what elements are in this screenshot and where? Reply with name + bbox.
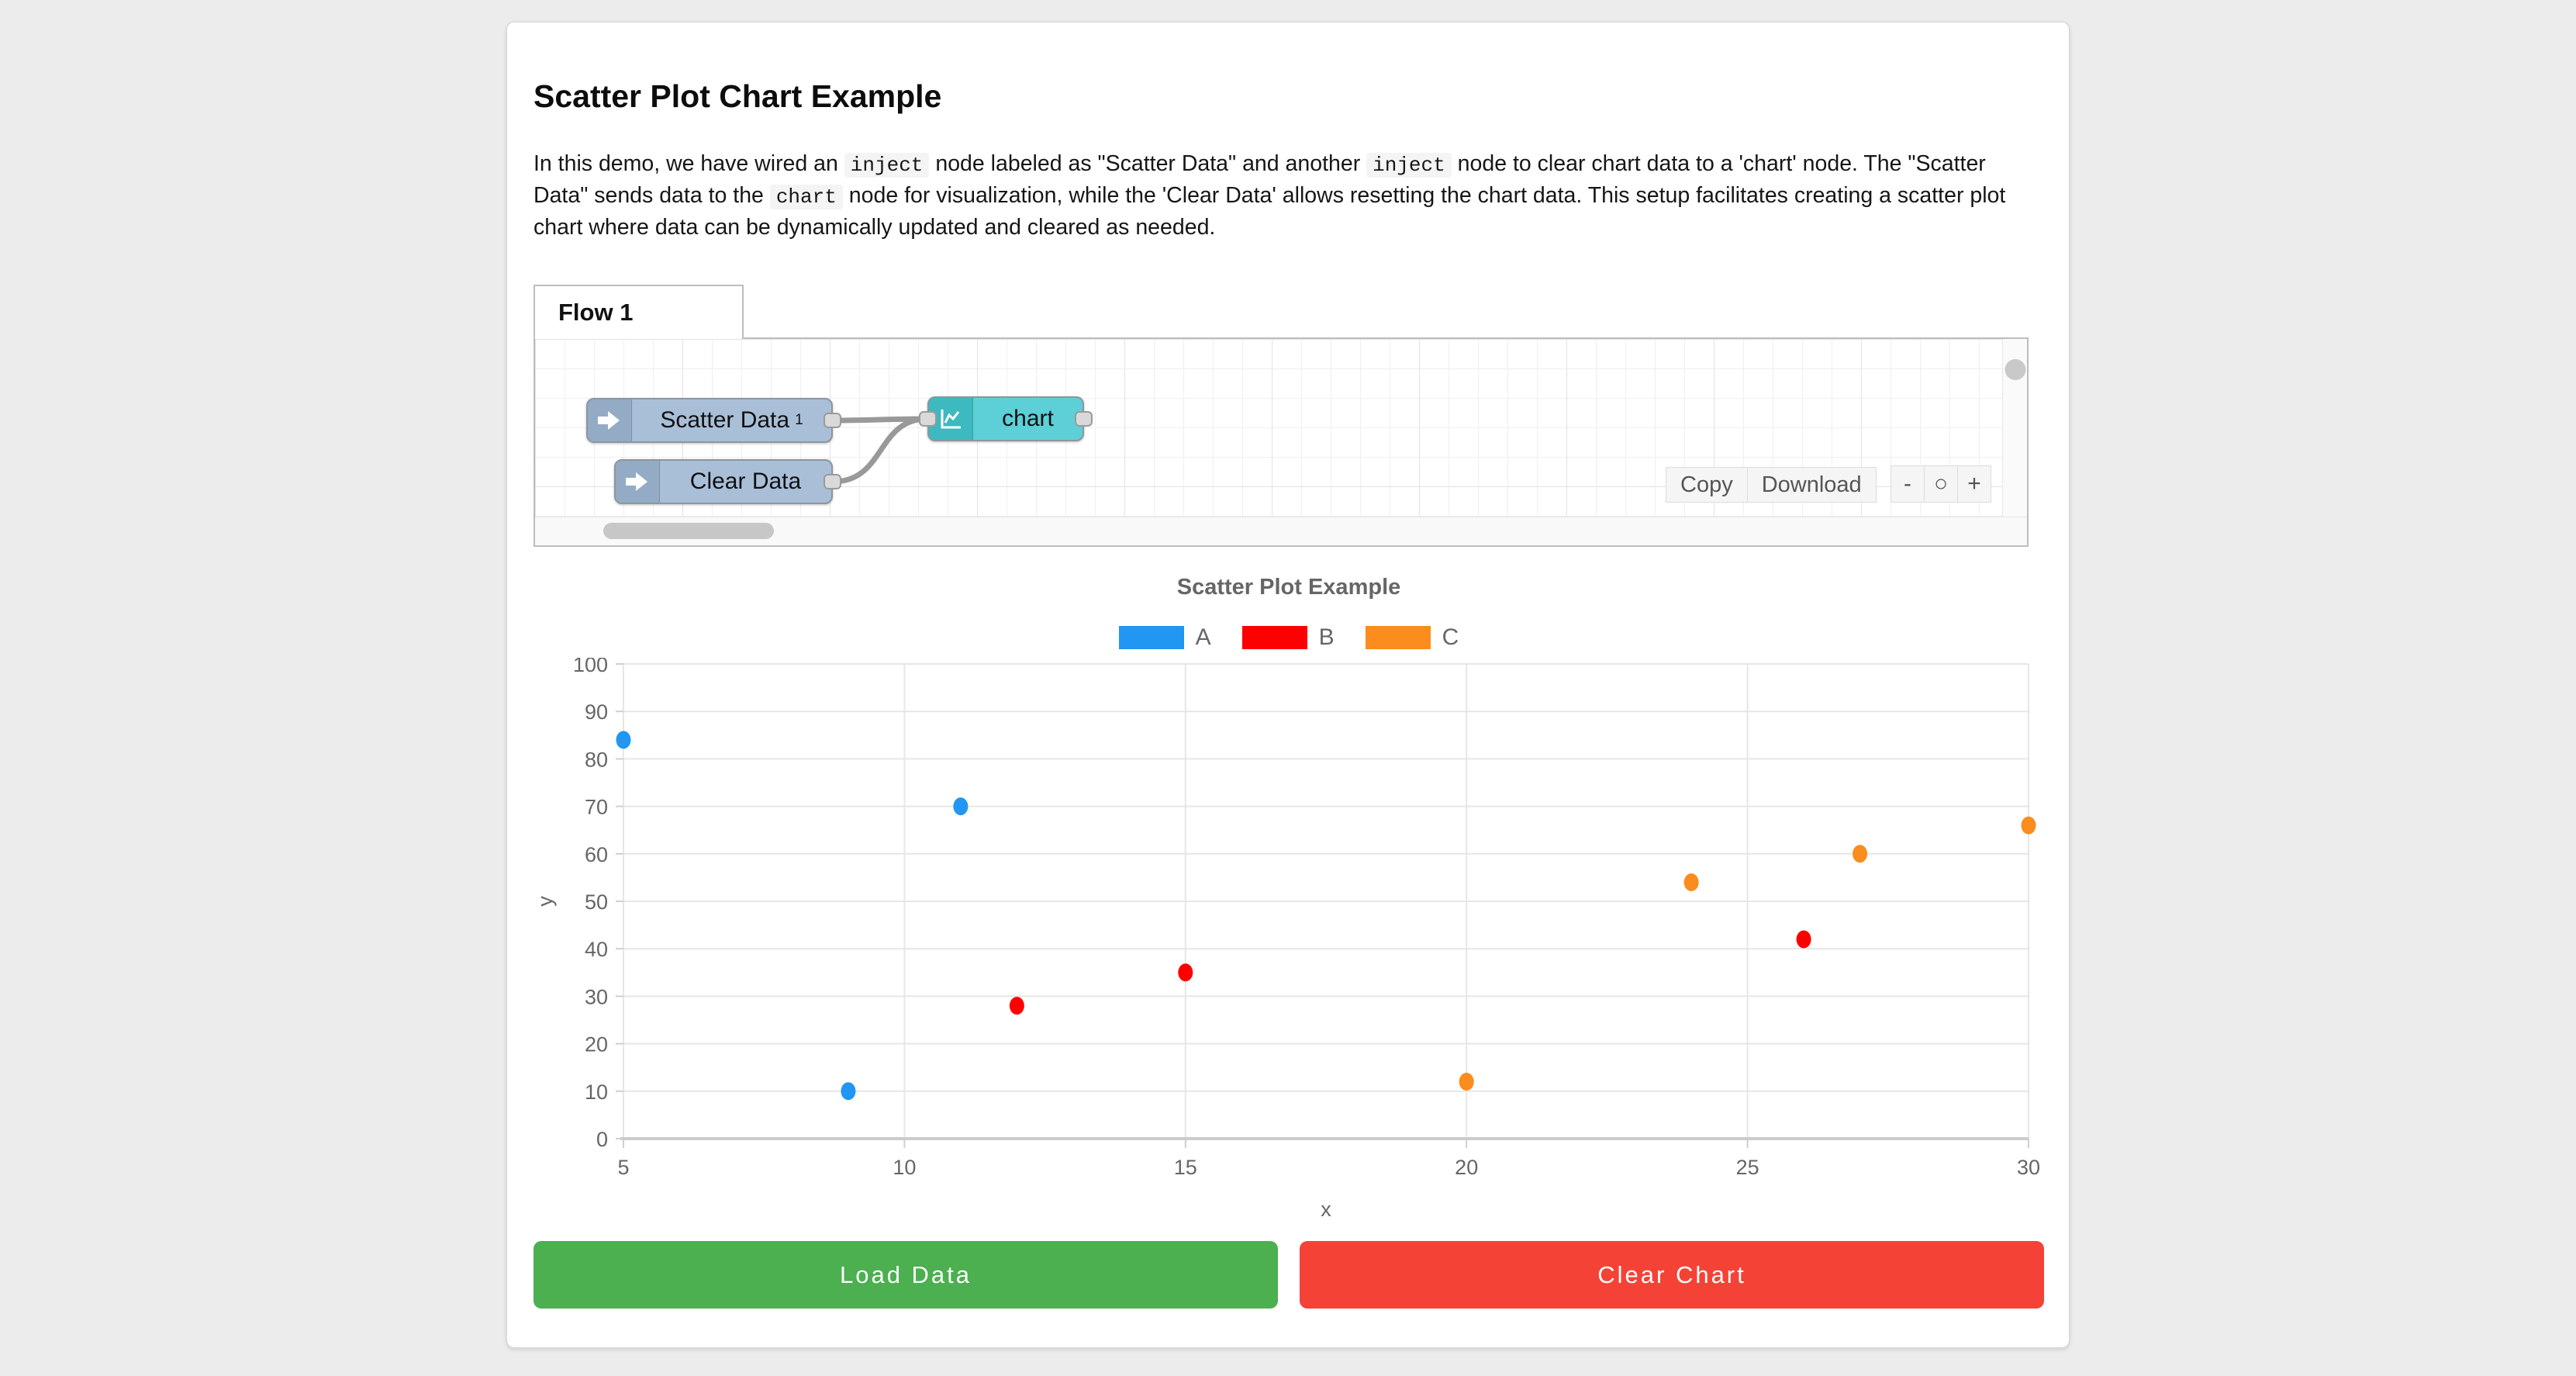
inject-icon — [588, 399, 632, 441]
node-scatter-data[interactable]: Scatter Data 1 — [586, 398, 841, 443]
flow-editor: Flow 1 Scatter Data 1 — [534, 285, 2029, 547]
x-tick-label: 30 — [2017, 1156, 2040, 1179]
output-port[interactable] — [824, 474, 841, 489]
x-tick-label: 10 — [893, 1156, 916, 1179]
zoom-in-button[interactable]: + — [1957, 465, 1991, 503]
x-tick-label: 15 — [1174, 1156, 1197, 1179]
legend-swatch — [1118, 626, 1184, 649]
y-tick-label: 0 — [596, 1128, 608, 1151]
legend-label: A — [1195, 624, 1211, 650]
zoom-reset-button[interactable]: ○ — [1924, 465, 1958, 503]
scatter-point-A — [616, 731, 631, 749]
vertical-scrollbar[interactable] — [2002, 339, 2027, 517]
legend-item-B[interactable]: B — [1241, 624, 1335, 651]
horizontal-scrollbar-thumb[interactable] — [603, 523, 774, 539]
description-text: node for visualization, while the 'Clear… — [534, 183, 2006, 240]
inject-icon — [616, 461, 660, 503]
flow-canvas[interactable]: Scatter Data 1 Clear Data — [534, 337, 2029, 547]
scatter-point-B — [1009, 997, 1024, 1015]
scatter-chart-figure: Scatter Plot Example A B C 5 10 15 20 25 30 0 10 2… — [534, 575, 2044, 1232]
wire-clear-to-chart — [830, 416, 931, 485]
zoom-controls: - ○ + — [1891, 465, 1991, 503]
flow-wires — [830, 416, 931, 485]
y-tick-label: 100 — [573, 658, 608, 676]
flow-tab-label: Flow 1 — [558, 299, 634, 326]
y-tick-label: 20 — [585, 1033, 608, 1056]
y-tick-label: 30 — [585, 985, 608, 1008]
inline-code: chart — [769, 185, 843, 209]
description-text: node to clear chart data to a 'chart' no… — [534, 151, 1986, 208]
y-tick-label: 70 — [585, 796, 608, 819]
x-tick-label: 5 — [617, 1156, 629, 1179]
scatter-point-A — [841, 1082, 856, 1101]
legend-swatch — [1365, 626, 1431, 649]
tab-flow-1[interactable]: Flow 1 — [534, 285, 744, 339]
node-badge: 1 — [795, 412, 803, 428]
node-clear-data[interactable]: Clear Data — [614, 459, 841, 504]
legend-label: C — [1442, 624, 1459, 650]
legend-item-A[interactable]: A — [1118, 624, 1211, 651]
legend-swatch — [1241, 626, 1307, 649]
description-paragraph: In this demo, we have wired an inject no… — [534, 149, 2038, 243]
action-buttons: Load Data Clear Chart — [534, 1241, 2044, 1309]
node-label: Clear Data — [689, 468, 802, 494]
download-button[interactable]: Download — [1746, 467, 1877, 503]
page-title: Scatter Plot Chart Example — [534, 78, 942, 114]
x-axis-label: x — [1321, 1198, 1331, 1221]
y-axis-label: y — [534, 896, 557, 907]
output-port[interactable] — [824, 413, 841, 428]
description-text: In this demo, we have wired an — [534, 151, 844, 176]
scatter-point-C — [1683, 873, 1699, 892]
scatter-point-C — [1459, 1073, 1474, 1091]
legend-item-C[interactable]: C — [1365, 624, 1459, 651]
zoom-out-button[interactable]: - — [1891, 465, 1925, 503]
description-text: node labeled as "Scatter Data" and anoth… — [929, 151, 1367, 176]
output-port[interactable] — [1075, 411, 1093, 427]
canvas-toolbar: Copy Download — [1666, 467, 1877, 503]
y-tick-label: 60 — [585, 843, 608, 866]
scatter-point-A — [953, 797, 969, 816]
clear-chart-button[interactable]: Clear Chart — [1300, 1241, 2044, 1309]
horizontal-scrollbar[interactable] — [535, 517, 2027, 545]
scatter-point-C — [2021, 816, 2036, 835]
scatter-point-C — [1853, 845, 1868, 863]
input-port[interactable] — [919, 411, 937, 427]
y-tick-label: 10 — [585, 1080, 608, 1104]
inline-code: inject — [844, 153, 930, 178]
y-tick-label: 90 — [585, 700, 608, 724]
demo-card: Scatter Plot Chart Example In this demo,… — [506, 22, 2070, 1348]
scatter-plot: 5 10 15 20 25 30 0 10 20 30 40 50 60 70 80 90 100 y x — [534, 658, 2040, 1221]
x-tick-label: 20 — [1455, 1156, 1478, 1179]
vertical-scrollbar-thumb[interactable] — [2005, 359, 2025, 380]
x-tick-label: 25 — [1736, 1156, 1759, 1179]
y-tick-label: 80 — [585, 748, 608, 771]
y-tick-label: 40 — [585, 938, 608, 961]
scatter-point-B — [1178, 963, 1193, 982]
legend-label: B — [1318, 624, 1335, 650]
scatter-point-B — [1796, 930, 1811, 949]
node-label: chart — [1002, 406, 1054, 431]
chart-legend: A B C — [534, 621, 2044, 655]
node-label: Scatter Data 1 — [660, 407, 803, 433]
y-tick-label: 50 — [585, 890, 608, 914]
copy-button[interactable]: Copy — [1666, 467, 1748, 503]
chart-title: Scatter Plot Example — [1176, 575, 1401, 600]
inline-code: inject — [1366, 153, 1452, 178]
load-data-button[interactable]: Load Data — [534, 1241, 1278, 1309]
node-chart[interactable]: chart — [919, 396, 1093, 441]
